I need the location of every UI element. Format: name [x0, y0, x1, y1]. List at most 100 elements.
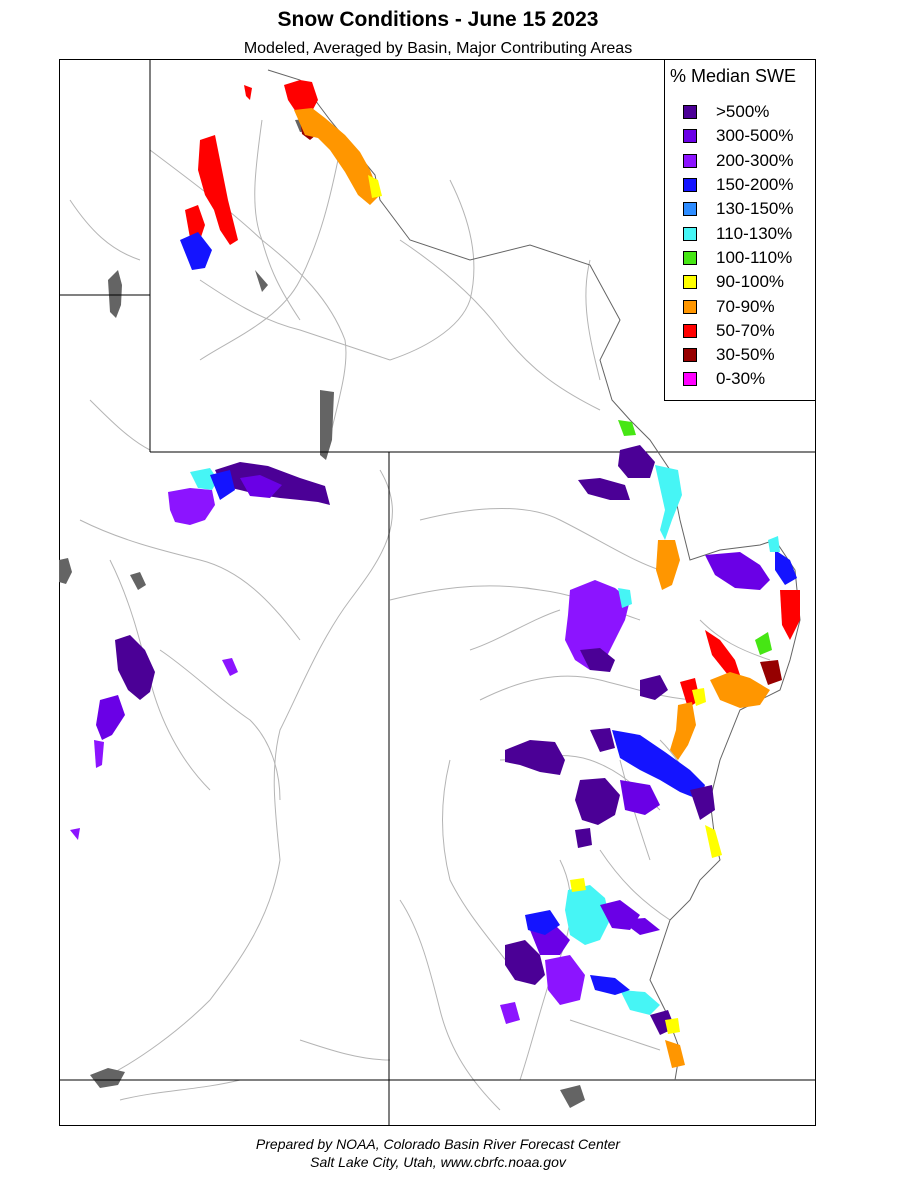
legend-label: 130-150%	[716, 199, 794, 219]
state-borders	[59, 59, 816, 1126]
snow-area-darkpurple	[575, 828, 592, 848]
legend-item: 100-110%	[683, 246, 794, 270]
snow-area-yellow	[570, 878, 586, 892]
legend-swatch	[683, 129, 697, 144]
snow-area-darkpurple	[578, 478, 630, 500]
legend-label: 50-70%	[716, 320, 775, 340]
snow-area-violet	[705, 552, 770, 590]
snow-area-purple	[222, 658, 238, 676]
snow-area-darkpurple	[505, 740, 565, 775]
snow-area-cyan	[655, 465, 682, 540]
snow-area-orange	[656, 540, 680, 590]
legend-swatch	[683, 105, 697, 120]
snow-area-red	[705, 630, 740, 675]
legend-swatch	[683, 275, 697, 290]
snow-area-blue	[525, 910, 560, 935]
legend-label: >500%	[716, 102, 770, 122]
legend-swatch	[683, 299, 697, 314]
credit-line-2: Salt Lake City, Utah, www.cbrfc.noaa.gov	[310, 1154, 566, 1170]
snow-area-red	[185, 205, 205, 240]
legend-swatch	[683, 153, 697, 168]
snow-area-cyan	[618, 588, 632, 608]
legend-swatch	[683, 202, 697, 217]
legend-item: 50-70%	[683, 319, 794, 343]
snow-area-orange	[710, 672, 770, 708]
snow-area-blue	[210, 470, 235, 500]
snow-area-cyan	[190, 468, 218, 490]
legend-item: 0-30%	[683, 367, 794, 391]
snow-areas	[70, 80, 800, 1068]
legend-label: 70-90%	[716, 296, 775, 316]
legend-list: >500% 300-500% 200-300% 150-200% 130-150% 110…	[683, 100, 794, 392]
legend-label: 300-500%	[716, 126, 794, 146]
snow-area-yellow	[705, 825, 722, 858]
snow-area-purple	[500, 1002, 520, 1024]
snow-area-purple	[565, 580, 630, 670]
snow-area-darkpurple	[115, 635, 155, 700]
snow-area-yellow	[692, 688, 706, 706]
legend-label: 100-110%	[716, 247, 793, 267]
snow-area-blue	[775, 550, 797, 585]
legend-swatch	[683, 250, 697, 265]
credit-line-1: Prepared by NOAA, Colorado Basin River F…	[255, 1136, 621, 1152]
legend: % Median SWE >500% 300-500% 200-300% 150-20…	[664, 59, 816, 401]
snow-area-darkpurple	[690, 785, 715, 820]
map-subtitle: Modeled, Averaged by Basin, Major Contri…	[243, 40, 633, 57]
snow-area-darkpurple	[618, 445, 655, 478]
snow-area-darkpurple	[640, 675, 668, 700]
legend-label: 0-30%	[716, 369, 766, 389]
snow-area-purple	[545, 955, 585, 1005]
snow-area-violet	[96, 695, 125, 740]
snow-area-darkpurple	[590, 728, 615, 752]
basin-boundary	[267, 69, 801, 1081]
snow-area-blue	[180, 232, 212, 270]
snow-area-blue	[590, 975, 630, 995]
snow-area-violet	[620, 918, 660, 935]
snow-area-blue	[612, 730, 705, 800]
legend-item: 300-500%	[683, 124, 794, 148]
snow-area-darkred	[760, 660, 782, 685]
snow-area-violet	[620, 780, 660, 815]
snow-area-violet	[240, 475, 282, 498]
legend-item: >500%	[683, 100, 794, 124]
snow-area-cyan	[565, 885, 610, 945]
legend-item: 30-50%	[683, 343, 794, 367]
legend-label: 150-200%	[716, 175, 794, 195]
legend-swatch	[683, 178, 697, 193]
legend-label: 90-100%	[716, 272, 785, 292]
snow-area-purple	[70, 828, 80, 840]
legend-swatch	[683, 372, 697, 387]
snow-area-purple	[94, 740, 104, 768]
legend-item: 150-200%	[683, 173, 794, 197]
legend-label: 30-50%	[716, 345, 775, 365]
legend-label: 200-300%	[716, 150, 794, 170]
snow-area-yellow	[665, 1018, 680, 1034]
snow-area-darkpurple	[580, 648, 615, 672]
snow-area-red	[198, 135, 238, 245]
snow-area-red	[244, 85, 252, 100]
snow-area-green	[755, 632, 772, 655]
legend-item: 110-130%	[683, 221, 794, 245]
snow-area-red	[284, 80, 318, 115]
snow-area-orange	[665, 1040, 685, 1068]
legend-item: 130-150%	[683, 197, 794, 221]
legend-swatch	[683, 323, 697, 338]
snow-area-orange	[670, 702, 696, 760]
legend-item: 70-90%	[683, 294, 794, 318]
legend-item: 90-100%	[683, 270, 794, 294]
snow-area-darkpurple	[575, 778, 620, 825]
legend-swatch	[683, 226, 697, 241]
legend-item: 200-300%	[683, 149, 794, 173]
legend-swatch	[683, 348, 697, 363]
snow-area-cyan	[768, 536, 780, 552]
legend-title: % Median SWE	[670, 66, 797, 86]
legend-label: 110-130%	[716, 223, 793, 243]
snow-area-cyan	[620, 990, 660, 1015]
snow-area-yellow	[368, 175, 382, 198]
map-title: Snow Conditions - June 15 2023	[277, 8, 599, 31]
snow-area-red	[780, 590, 800, 640]
snow-area-darkpurple	[505, 940, 545, 985]
snow-area-purple	[168, 488, 215, 525]
snow-area-green	[618, 420, 636, 436]
snow-area-orange	[294, 108, 380, 205]
